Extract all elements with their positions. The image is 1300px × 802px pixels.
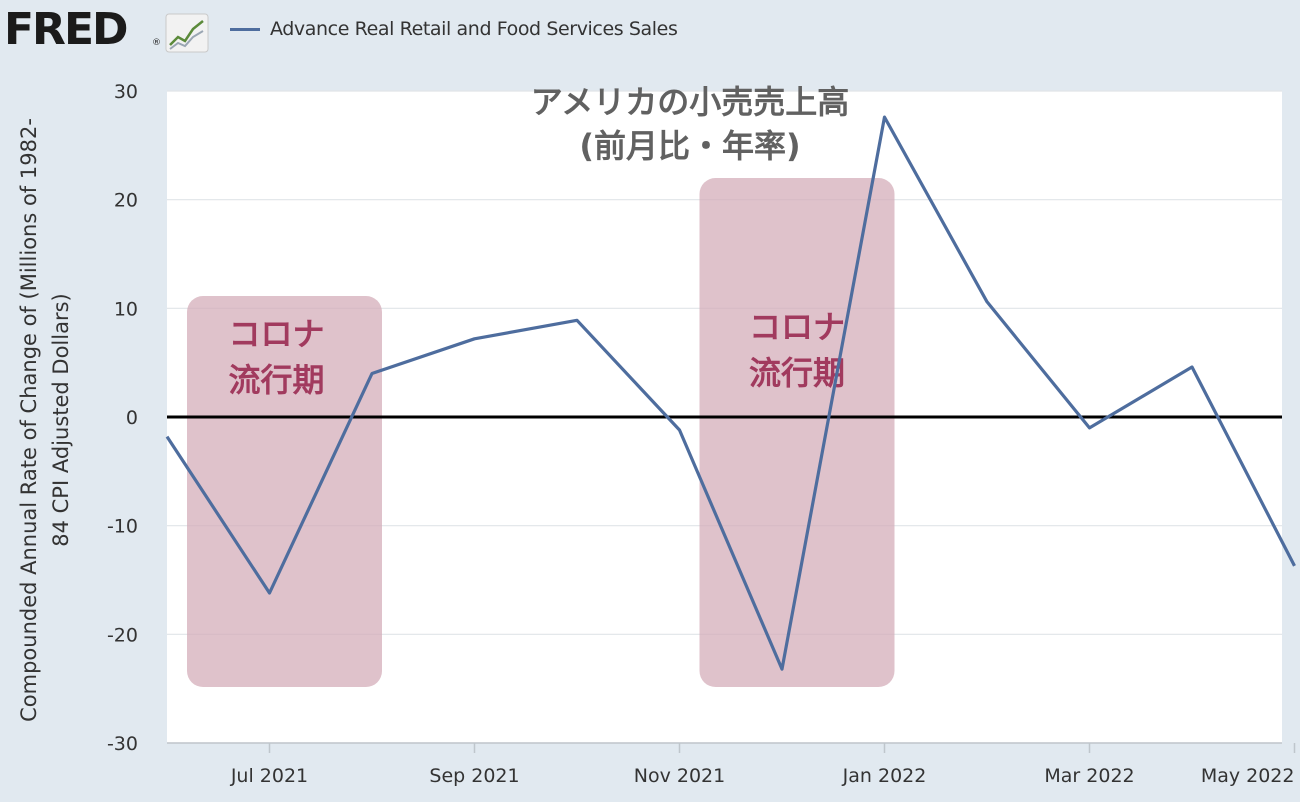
highlight-label-line-2: 流行期 (749, 354, 845, 392)
annotation-line-2: (前月比・年率) (579, 127, 800, 165)
x-tick-label: Jan 2022 (842, 765, 927, 787)
legend-swatch (230, 27, 260, 31)
y-ticks: 30 20 10 0 -10 -20 -30 (107, 81, 138, 755)
legend: Advance Real Retail and Food Services Sa… (230, 17, 678, 41)
x-tick-label: Nov 2021 (634, 765, 725, 787)
y-tick-label: 10 (114, 298, 138, 320)
series-line (165, 115, 1296, 671)
y-axis-title-line-1: Compounded Annual Rate of Change of (Mil… (17, 118, 41, 722)
fred-logo[interactable]: FRED (4, 4, 129, 55)
highlight-label-line-2: 流行期 (228, 361, 324, 399)
y-tick-label: 0 (126, 407, 138, 429)
y-axis-title-line-2: 84 CPI Adjusted Dollars) (49, 293, 73, 547)
highlight-label-line-1: コロナ (749, 308, 845, 346)
highlight-period (699, 178, 895, 687)
highlight-label-line-1: コロナ (228, 315, 324, 353)
highlight-period (187, 296, 382, 687)
x-ticks: Jul 2021 Sep 2021 Nov 2021 Jan 2022 Mar 2022… (230, 743, 1296, 787)
x-tick-label: Jul 2021 (230, 765, 308, 787)
y-tick-label: -10 (107, 516, 138, 538)
x-tick-label: Mar 2022 (1044, 765, 1134, 787)
line-chart-icon (165, 13, 209, 53)
y-tick-label: 20 (114, 190, 138, 212)
annotation-line-1: アメリカの小売売上高 (531, 83, 849, 121)
legend-label: Advance Real Retail and Food Services Sa… (270, 18, 678, 40)
x-tick-label: May 2022 (1201, 765, 1295, 787)
x-tick-label: Sep 2021 (429, 765, 519, 787)
header: FRED ® Advance Real Retail and Food Serv… (0, 0, 1300, 62)
y-tick-label: 30 (114, 81, 138, 103)
y-tick-label: -20 (107, 624, 138, 646)
y-tick-label: -30 (107, 733, 138, 755)
series-points (166, 117, 1295, 670)
chart-annotation: アメリカの小売売上高 (前月比・年率) (531, 83, 849, 165)
registered-mark: ® (152, 38, 161, 48)
